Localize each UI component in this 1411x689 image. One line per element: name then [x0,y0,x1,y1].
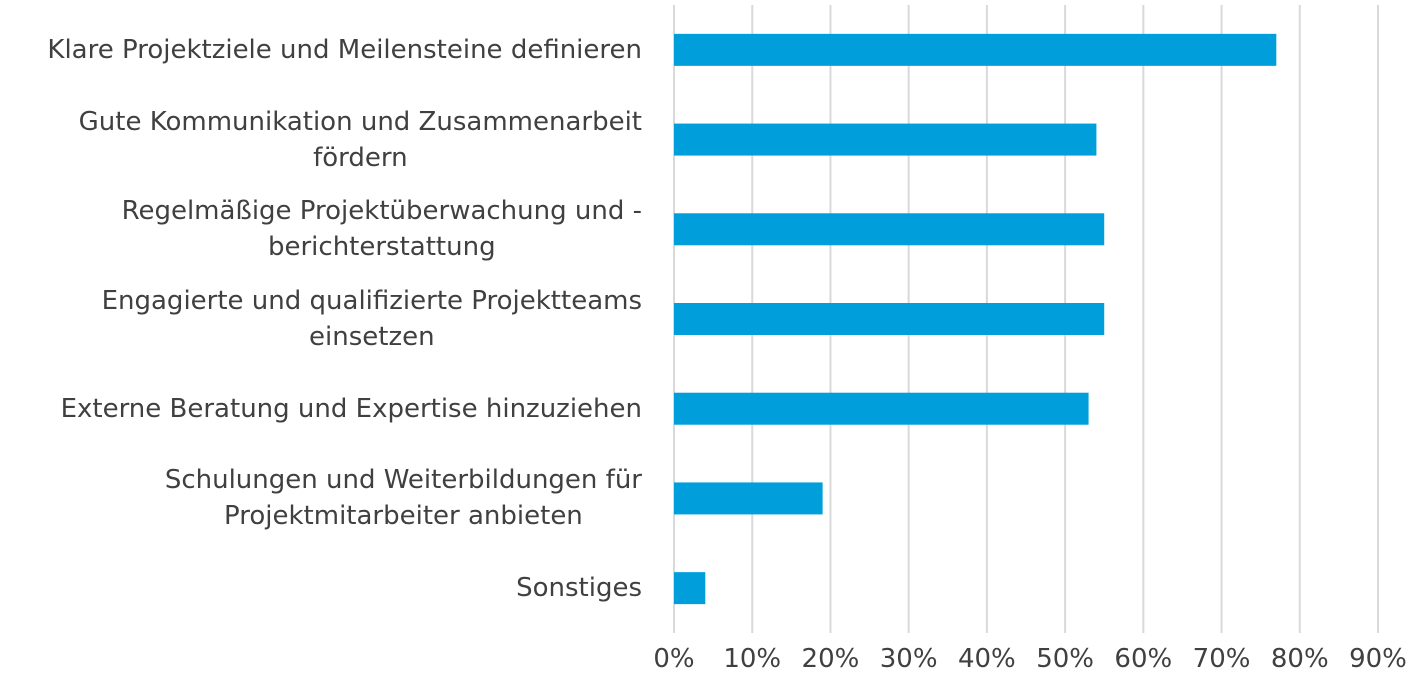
x-tick-label: 70% [1192,644,1251,674]
bar [674,392,1089,425]
bar [674,572,706,605]
x-tick-label: 80% [1270,644,1329,674]
bar [674,33,1277,66]
y-tick-label: Gute Kommunikation und Zusammenarbeit fö… [78,106,642,173]
y-tick-label: Regelmäßige Projektüberwachung und - ber… [121,196,642,263]
y-tick-label: Schulungen und Weiterbildungen für Proje… [164,465,642,532]
x-tick-label: 40% [957,644,1016,674]
bar [674,482,823,515]
y-tick-label: Sonstiges [516,573,642,604]
x-tick-label: 10% [723,644,782,674]
y-tick-label: Engagierte und qualifizierte Projektteam… [101,286,642,352]
x-tick-label: 50% [1036,644,1095,674]
x-tick-label: 20% [801,644,860,674]
bar [674,303,1105,335]
y-tick-label: Klare Projektziele und Meilensteine defi… [47,34,642,65]
x-tick-label: 0% [653,644,695,674]
bar [674,123,1097,156]
y-tick-label: Externe Beratung und Expertise hinzuzieh… [60,393,642,424]
x-tick-label: 90% [1349,644,1407,674]
x-tick-label: 30% [879,644,938,674]
bar [674,213,1105,246]
x-tick-label: 60% [1114,644,1173,674]
